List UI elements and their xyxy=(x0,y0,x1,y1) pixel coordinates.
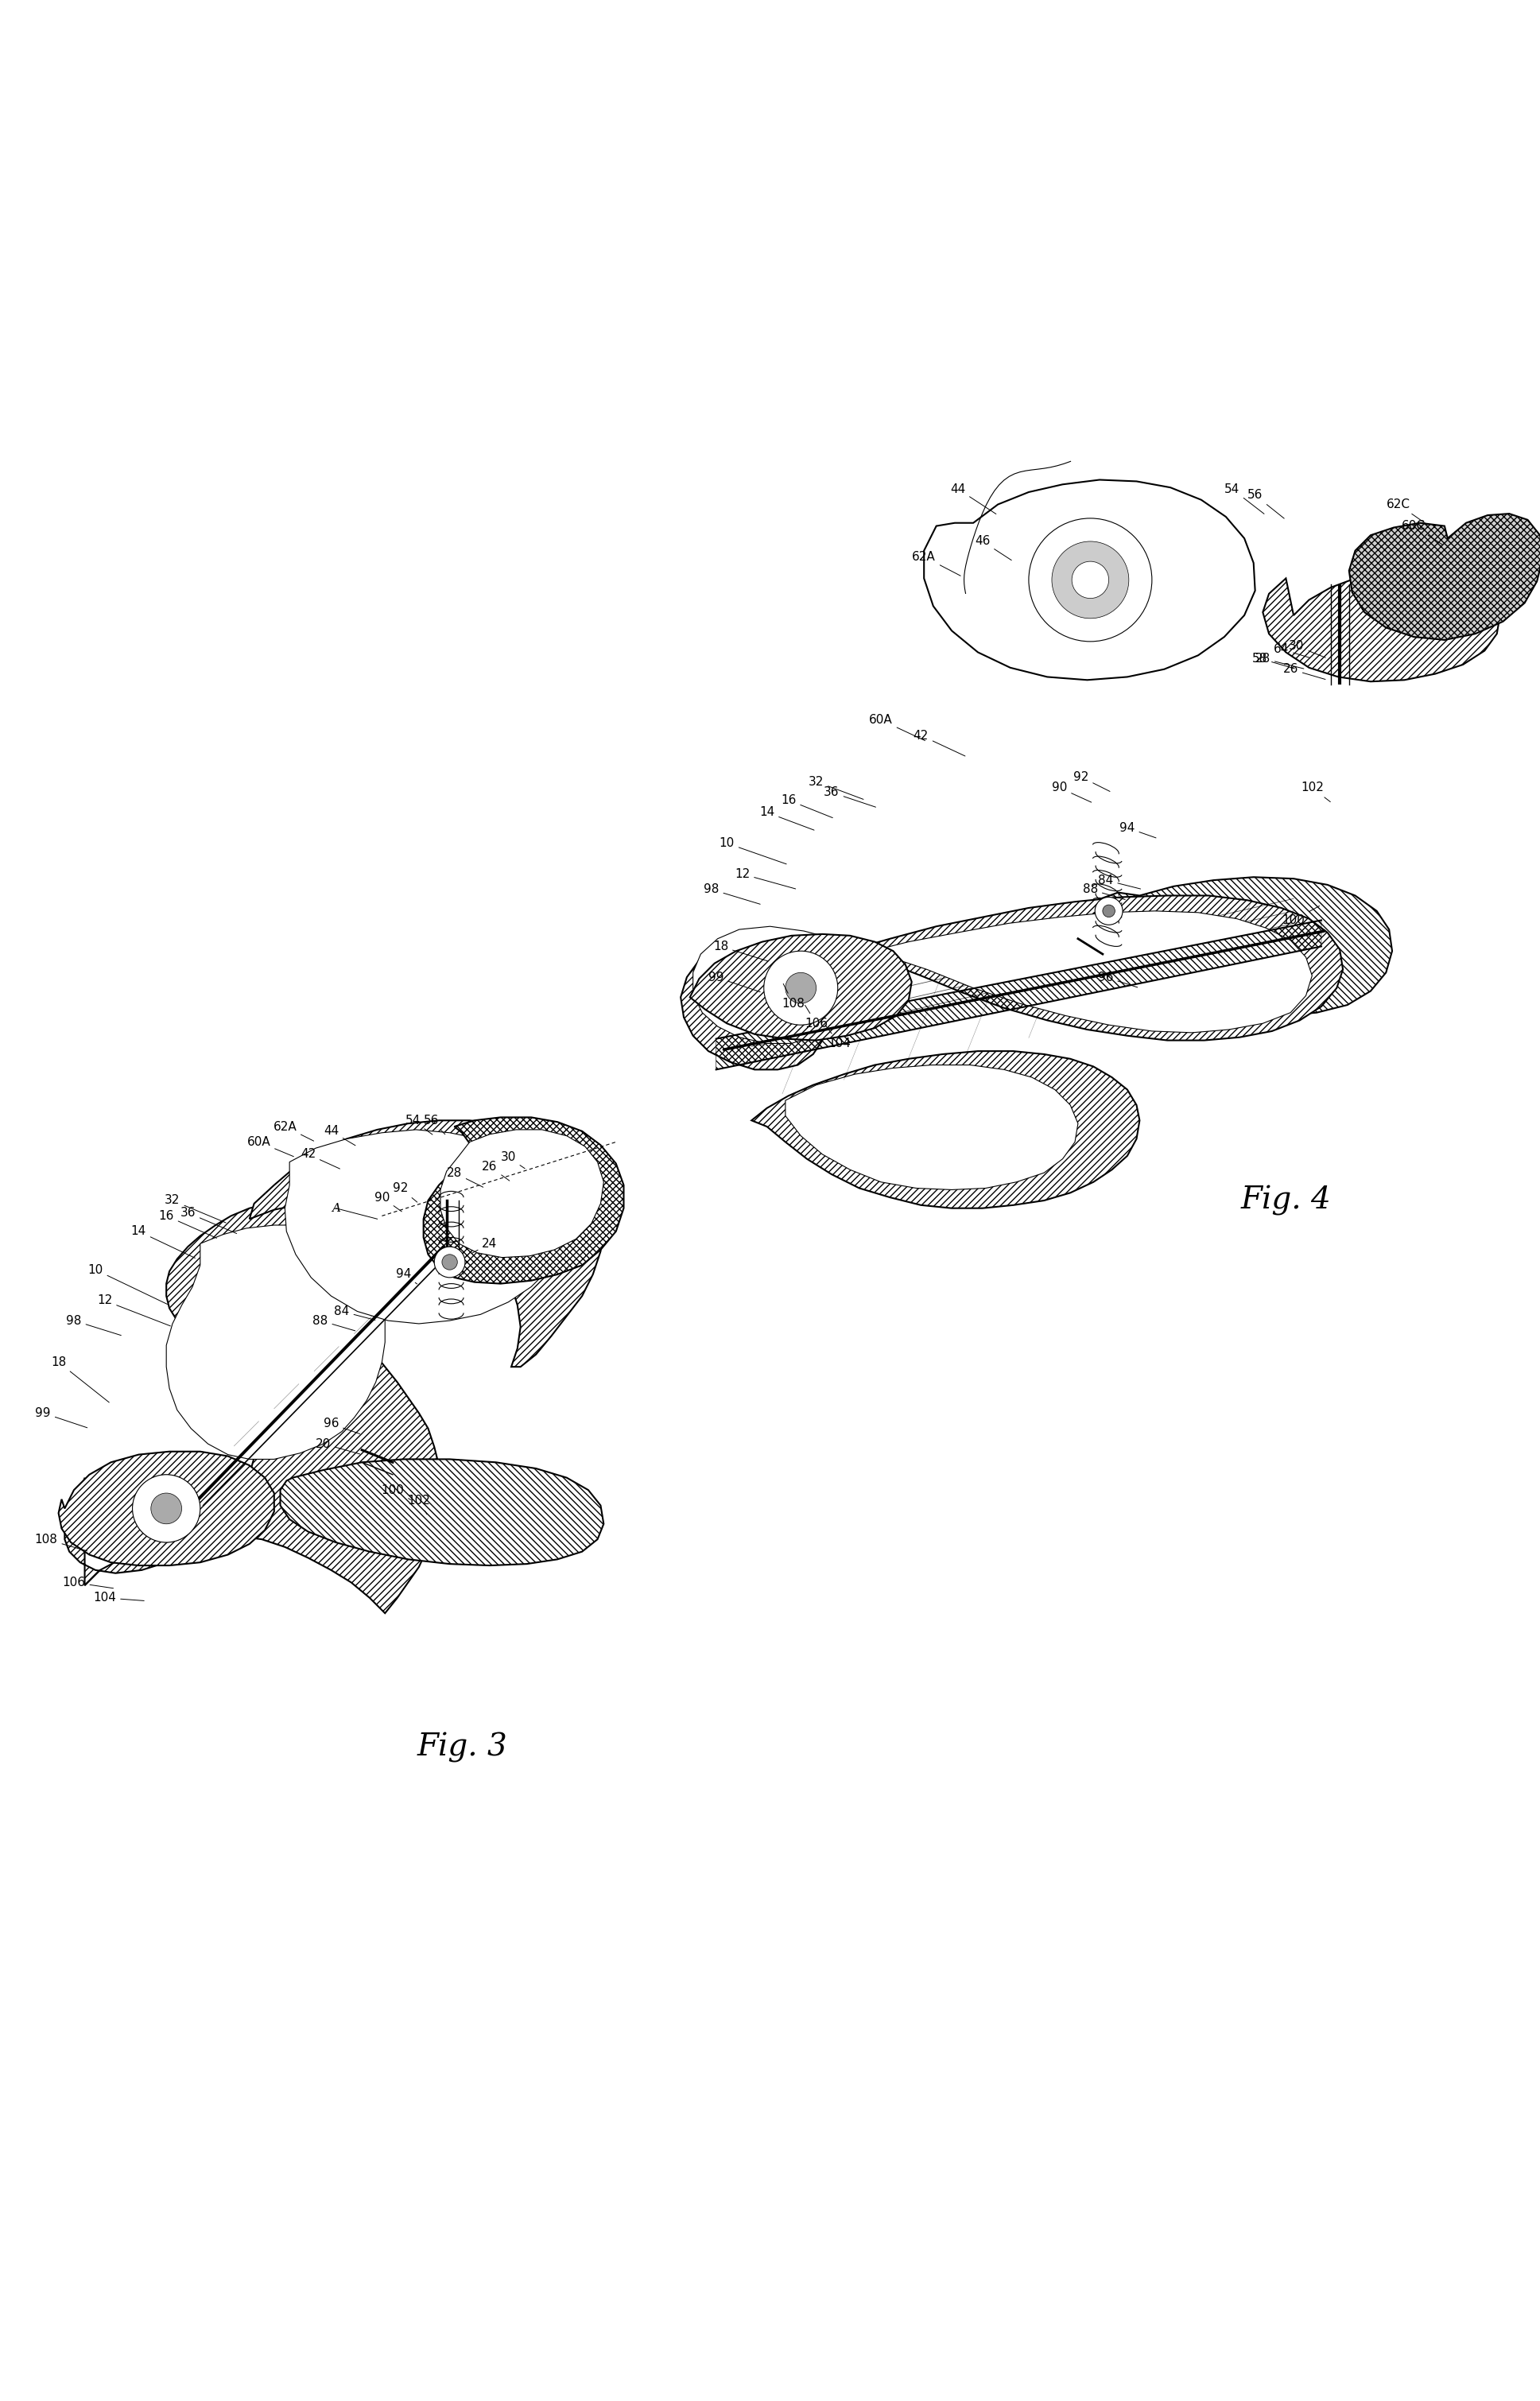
Circle shape xyxy=(434,1246,465,1277)
Circle shape xyxy=(442,1253,457,1270)
Text: 102: 102 xyxy=(1301,783,1331,802)
Text: A: A xyxy=(331,1203,340,1215)
Text: 92: 92 xyxy=(393,1181,417,1203)
Text: 90: 90 xyxy=(374,1191,402,1213)
Polygon shape xyxy=(280,1460,604,1565)
Text: 18: 18 xyxy=(51,1357,109,1402)
Polygon shape xyxy=(440,1128,604,1258)
Text: 26: 26 xyxy=(482,1160,510,1181)
Circle shape xyxy=(1095,898,1123,924)
Text: 42: 42 xyxy=(300,1148,340,1169)
Text: 60C: 60C xyxy=(1401,521,1443,545)
Text: 62C: 62C xyxy=(1386,499,1428,526)
Polygon shape xyxy=(681,896,1343,1068)
Text: 98: 98 xyxy=(704,884,761,905)
Text: 100: 100 xyxy=(1283,905,1320,927)
Polygon shape xyxy=(752,1052,1140,1208)
Text: 26: 26 xyxy=(1283,663,1326,679)
Circle shape xyxy=(1103,905,1115,917)
Text: 36: 36 xyxy=(180,1208,237,1234)
Text: 90: 90 xyxy=(1052,783,1092,802)
Text: 32: 32 xyxy=(165,1196,226,1222)
Polygon shape xyxy=(693,910,1312,1044)
Text: 32: 32 xyxy=(809,776,864,800)
Text: 18: 18 xyxy=(713,941,768,960)
Text: 96: 96 xyxy=(1098,972,1138,987)
Text: 88: 88 xyxy=(1083,884,1126,900)
Text: 30: 30 xyxy=(500,1152,525,1169)
Circle shape xyxy=(151,1493,182,1525)
Text: 106: 106 xyxy=(63,1577,114,1589)
Text: 20: 20 xyxy=(316,1438,360,1455)
Text: 62A: 62A xyxy=(273,1121,314,1140)
Circle shape xyxy=(785,972,816,1004)
Text: 30: 30 xyxy=(1289,641,1326,658)
Text: 16: 16 xyxy=(781,795,833,819)
Circle shape xyxy=(1072,562,1109,598)
Text: 104: 104 xyxy=(825,1025,850,1049)
Text: 96: 96 xyxy=(323,1419,360,1433)
Polygon shape xyxy=(690,934,912,1040)
Text: 28: 28 xyxy=(1255,653,1304,667)
Text: 99: 99 xyxy=(35,1407,88,1429)
Text: 54: 54 xyxy=(405,1114,433,1136)
Text: 12: 12 xyxy=(735,869,796,888)
Text: 94: 94 xyxy=(1120,821,1157,838)
Text: 84: 84 xyxy=(1098,874,1141,888)
Text: 98: 98 xyxy=(66,1316,122,1335)
Circle shape xyxy=(132,1474,200,1541)
Polygon shape xyxy=(424,1116,624,1285)
Text: 56: 56 xyxy=(424,1114,445,1133)
Polygon shape xyxy=(1349,514,1540,641)
Text: 42: 42 xyxy=(913,730,966,756)
Text: 99: 99 xyxy=(708,972,761,992)
Text: 46: 46 xyxy=(975,535,1012,559)
Text: 92: 92 xyxy=(1073,771,1110,792)
Text: 16: 16 xyxy=(159,1210,217,1239)
Text: 62A: 62A xyxy=(912,550,961,576)
Text: 54: 54 xyxy=(1224,483,1264,514)
Text: 88: 88 xyxy=(313,1316,356,1330)
Polygon shape xyxy=(1078,876,1392,1016)
Text: 60A: 60A xyxy=(869,713,926,740)
Text: 12: 12 xyxy=(97,1294,171,1325)
Polygon shape xyxy=(785,1066,1078,1191)
Text: 28: 28 xyxy=(447,1167,484,1186)
Polygon shape xyxy=(166,1225,385,1460)
Text: 58: 58 xyxy=(1252,653,1295,667)
Text: 106: 106 xyxy=(805,1006,827,1030)
Polygon shape xyxy=(249,1121,604,1366)
Text: 60A: 60A xyxy=(246,1136,294,1157)
Text: 14: 14 xyxy=(759,807,815,831)
Text: 44: 44 xyxy=(950,483,996,514)
Polygon shape xyxy=(65,1200,440,1613)
Text: 36: 36 xyxy=(824,788,876,807)
Text: 44: 44 xyxy=(323,1126,356,1145)
Polygon shape xyxy=(285,1128,561,1323)
Text: 10: 10 xyxy=(719,838,787,864)
Text: 102: 102 xyxy=(408,1496,430,1515)
Text: 108: 108 xyxy=(35,1534,88,1551)
Text: 100: 100 xyxy=(382,1484,411,1501)
Text: 84: 84 xyxy=(334,1306,376,1321)
Circle shape xyxy=(1029,519,1152,641)
Polygon shape xyxy=(59,1453,274,1565)
Circle shape xyxy=(1052,540,1129,619)
Text: Fig. 3: Fig. 3 xyxy=(417,1731,507,1762)
Text: 56: 56 xyxy=(1247,490,1284,519)
Circle shape xyxy=(764,951,838,1025)
Text: 14: 14 xyxy=(131,1225,196,1258)
Text: 94: 94 xyxy=(396,1268,417,1285)
Text: Fig. 4: Fig. 4 xyxy=(1241,1186,1331,1215)
Text: 24: 24 xyxy=(471,1237,497,1253)
Text: 108: 108 xyxy=(782,984,804,1008)
Text: 64: 64 xyxy=(1274,643,1311,658)
Polygon shape xyxy=(924,480,1255,679)
Text: 104: 104 xyxy=(94,1592,145,1604)
Polygon shape xyxy=(1263,569,1500,682)
Text: 10: 10 xyxy=(88,1263,168,1304)
